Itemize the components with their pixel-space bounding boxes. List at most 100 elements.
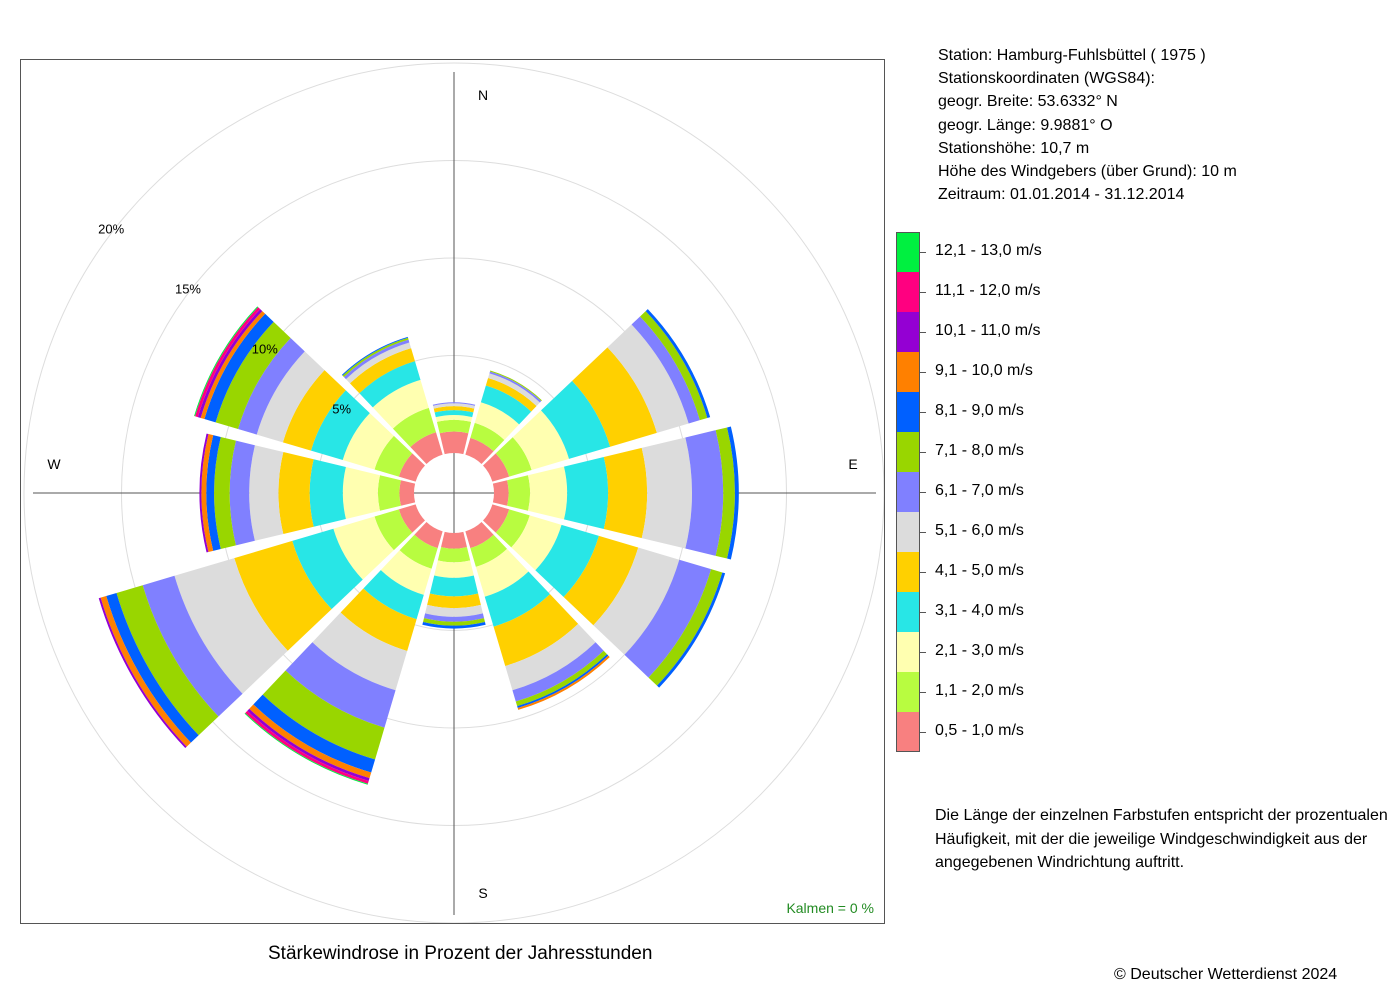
sector-0-class-6: [433, 403, 475, 409]
legend-swatch: [896, 712, 920, 752]
sector-210-class-6: [312, 612, 408, 691]
legend-tick: [920, 492, 926, 493]
sector-330-class-5: [349, 348, 415, 394]
calm-label: Kalmen = 0 %: [786, 900, 874, 916]
sector-240-class-10: [100, 596, 191, 747]
sector-30-class-2: [470, 422, 505, 452]
sector-150-class-5: [493, 594, 579, 666]
sector-90-class-7: [685, 430, 724, 556]
sector-0-class-3: [435, 414, 473, 422]
station-name: Station: Hamburg-Fuhlsbüttel ( 1975 ): [938, 47, 1206, 64]
sector-30-class-6: [488, 373, 540, 406]
sector-270-class-4: [309, 459, 346, 527]
coords-heading: Stationskoordinaten (WGS84):: [938, 70, 1155, 88]
sector-60: [483, 309, 711, 482]
legend-label: 7,1 - 8,0 m/s: [935, 442, 1024, 459]
sector-90-class-2: [507, 475, 531, 511]
compass-s-label: S: [478, 885, 487, 901]
sector-60-class-2: [495, 437, 532, 477]
legend-tick: [920, 692, 926, 693]
sector-90-class-6: [641, 437, 692, 549]
legend-tick: [920, 412, 926, 413]
sector-300-class-1: [398, 453, 425, 482]
sector-270-class-9: [206, 435, 221, 551]
sector-300-class-2: [374, 435, 413, 477]
legend-tick: [920, 572, 926, 573]
time-period: Zeitraum: 01.01.2014 - 31.12.2014: [938, 186, 1185, 204]
sector-240-class-6: [174, 558, 288, 694]
wind-rose-svg: 5% 10% 15% 20% N E S W Kalmen = 0 %: [23, 62, 884, 923]
compass-axes: [33, 72, 876, 915]
sector-300-class-10: [200, 311, 266, 420]
sector-0: [432, 402, 476, 455]
sector-150-class-3: [475, 548, 529, 597]
legend-tick: [920, 292, 926, 293]
sector-150-class-8: [515, 650, 608, 707]
sector-330-class-3: [372, 379, 429, 429]
legend-swatch: [896, 632, 920, 672]
sector-0-class-7: [432, 402, 476, 406]
sector-180-class-7: [423, 613, 485, 622]
sector-90: [492, 426, 739, 560]
sector-180-class-1: [441, 531, 467, 549]
grid-circle-4: [23, 62, 884, 923]
sector-210-class-8: [262, 670, 385, 760]
radial-tick-label: 5%: [332, 401, 351, 416]
wind-sectors: [98, 306, 739, 785]
sector-330-class-2: [392, 407, 436, 448]
compass-n-label: N: [478, 87, 488, 103]
sector-60-class-3: [512, 410, 570, 471]
sector-240-class-1: [398, 504, 425, 533]
longitude: geogr. Länge: 9.9881° O: [938, 116, 1113, 134]
sector-90-class-9: [727, 426, 739, 560]
sector-180-class-2: [437, 547, 471, 563]
sector-30: [465, 370, 542, 464]
latitude: geogr. Breite: 53.6332° N: [938, 93, 1118, 111]
legend-label: 1,1 - 2,0 m/s: [935, 682, 1024, 699]
sector-120-class-4: [535, 524, 599, 598]
sector-300-class-4: [310, 390, 370, 461]
sector-210: [244, 522, 443, 785]
sector-240-class-4: [292, 528, 363, 610]
sector-150-class-7: [512, 642, 604, 702]
sector-30-class-1: [465, 437, 494, 464]
sector-210-class-2: [399, 534, 438, 569]
sector-90-class-3: [527, 466, 568, 520]
sector-300-class-5: [282, 370, 346, 451]
legend-tick: [920, 732, 926, 733]
sector-240-class-7: [142, 575, 243, 717]
speed-legend: 12,1 - 13,0 m/s 11,1 - 12,0 m/s 10,1 - 11,…: [896, 232, 1296, 762]
sector-180-class-3: [434, 560, 474, 578]
sector-120-class-7: [624, 559, 712, 678]
sector-90-class-4: [563, 457, 609, 529]
sector-210-class-7: [285, 642, 396, 728]
sector-270-class-7: [229, 440, 255, 546]
sector-150-class-4: [484, 571, 550, 627]
legend-tick: [920, 452, 926, 453]
legend-tick: [920, 532, 926, 533]
sector-270-class-2: [377, 475, 401, 511]
sector-30-class-4: [480, 385, 532, 425]
radial-tick-label: 20%: [98, 221, 124, 236]
legend-label: 8,1 - 9,0 m/s: [935, 402, 1024, 419]
legend-label: 12,1 - 13,0 m/s: [935, 242, 1042, 259]
sector-30-class-5: [485, 377, 537, 412]
sector-60-class-7: [631, 316, 700, 424]
sector-60-class-1: [483, 453, 510, 482]
sector-300-class-6: [256, 351, 325, 443]
sector-270-class-10: [201, 434, 214, 552]
sector-270: [199, 433, 416, 553]
sector-330: [341, 336, 443, 464]
sector-240: [98, 504, 425, 749]
sector-180-class-9: [422, 621, 486, 629]
sector-210-class-1: [414, 522, 443, 549]
sector-180-class-8: [423, 618, 485, 626]
sector-270-class-1: [399, 480, 416, 506]
sector-330-class-8: [342, 337, 409, 377]
legend-label: 0,5 - 1,0 m/s: [935, 722, 1024, 739]
sector-120-class-2: [495, 509, 530, 548]
sector-60-class-4: [541, 380, 611, 459]
sector-90-class-1: [492, 480, 509, 506]
sector-180-class-5: [427, 593, 481, 609]
sector-330-class-4: [359, 361, 421, 408]
